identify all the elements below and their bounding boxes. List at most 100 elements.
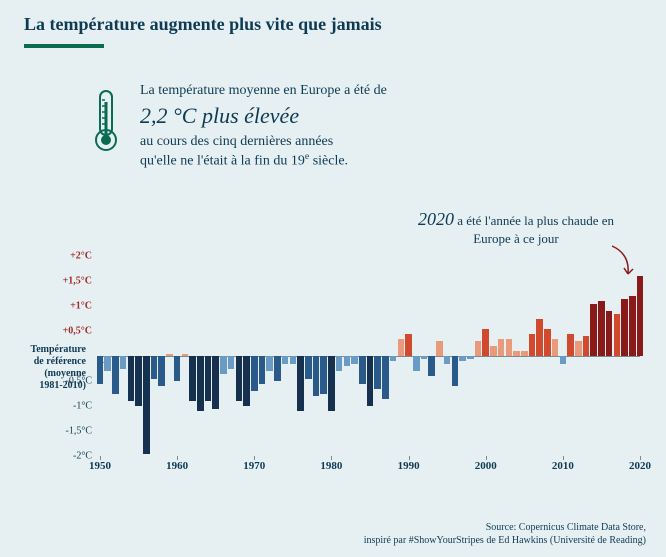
temperature-bar [351, 356, 357, 364]
temperature-bar [359, 356, 365, 384]
y-tick-label: +1,5°C [32, 276, 92, 287]
temperature-bar [251, 356, 257, 391]
temperature-bar-chart: Température de référence (moyenne 1981-2… [100, 256, 640, 476]
temperature-bar [390, 356, 396, 361]
title-underline [24, 44, 104, 48]
temperature-bar [259, 356, 265, 384]
temperature-bar [521, 351, 527, 356]
temperature-bar [112, 356, 118, 394]
infographic-page: La température augmente plus vite que ja… [0, 0, 666, 557]
x-tick-label: 1970 [243, 460, 265, 472]
y-tick-label: -1,5°C [32, 426, 92, 437]
temperature-bar [367, 356, 373, 406]
thermometer-icon [90, 88, 122, 159]
temperature-bar [513, 351, 519, 356]
temperature-bar [305, 356, 311, 379]
temperature-bar [529, 334, 535, 357]
y-tick-label: -0,5°C [32, 376, 92, 387]
temperature-bar [382, 356, 388, 399]
temperature-bar [174, 356, 180, 381]
temperature-bar [143, 356, 149, 454]
temperature-bar [104, 356, 110, 371]
intro-line2a: au cours des cinq dernières années [140, 133, 560, 151]
intro-text: La température moyenne en Europe a été d… [140, 82, 560, 171]
temperature-bar [266, 356, 272, 371]
temperature-bar [282, 356, 288, 364]
temperature-bar [490, 346, 496, 356]
temperature-bar [320, 356, 326, 394]
temperature-bar [536, 319, 542, 357]
temperature-bar [421, 356, 427, 359]
page-title: La température augmente plus vite que ja… [24, 14, 382, 35]
temperature-bar [374, 356, 380, 389]
temperature-bar [274, 356, 280, 381]
y-tick-label: +2°C [32, 251, 92, 262]
annotation-year: 2020 [418, 209, 454, 229]
temperature-bar [544, 329, 550, 357]
temperature-bar [459, 356, 465, 361]
temperature-bar [151, 356, 157, 379]
temperature-bar [629, 296, 635, 356]
temperature-bar [158, 356, 164, 386]
temperature-bar [344, 356, 350, 366]
temperature-bar [444, 356, 450, 364]
temperature-bar [135, 356, 141, 406]
x-tick-label: 1960 [166, 460, 188, 472]
temperature-bar [297, 356, 303, 411]
temperature-bar [182, 354, 188, 357]
temperature-bar [197, 356, 203, 411]
temperature-bar [290, 356, 296, 364]
chart-annotation: 2020 a été l'année la plus chaude en Eur… [406, 208, 626, 247]
temperature-bar [243, 356, 249, 406]
temperature-bar [598, 301, 604, 356]
temperature-bar [328, 356, 334, 411]
temperature-bar [405, 334, 411, 357]
y-tick-label: +0,5°C [32, 326, 92, 337]
intro-line2b: qu'elle ne l'était à la fin du 19e siècl… [140, 151, 560, 171]
temperature-bar [590, 304, 596, 357]
temperature-bar [97, 356, 103, 384]
x-tick-label: 2000 [475, 460, 497, 472]
temperature-bar [228, 356, 234, 369]
temperature-bar [467, 356, 473, 359]
temperature-bar [506, 339, 512, 357]
temperature-bar [212, 356, 218, 409]
temperature-bar [398, 339, 404, 357]
temperature-bar [498, 339, 504, 357]
temperature-bar [621, 299, 627, 357]
y-tick-label: -2°C [32, 451, 92, 462]
x-tick-label: 1950 [89, 460, 111, 472]
x-tick-label: 1980 [320, 460, 342, 472]
temperature-bar [575, 341, 581, 356]
temperature-bar [336, 356, 342, 371]
temperature-bar [166, 354, 172, 357]
temperature-bar [220, 356, 226, 374]
temperature-bar [413, 356, 419, 371]
y-tick-label: -1°C [32, 401, 92, 412]
temperature-bar [205, 356, 211, 401]
x-tick-label: 2010 [552, 460, 574, 472]
temperature-bar [128, 356, 134, 401]
y-tick-label: +1°C [32, 301, 92, 312]
temperature-bar [313, 356, 319, 396]
temperature-bar [189, 356, 195, 401]
temperature-bar [606, 311, 612, 356]
temperature-bar [436, 341, 442, 356]
temperature-bar [583, 336, 589, 356]
source-credit: Source: Copernicus Climate Data Store, i… [364, 521, 646, 547]
temperature-bar [120, 356, 126, 369]
temperature-bar [560, 356, 566, 364]
x-tick-label: 1990 [398, 460, 420, 472]
temperature-bar [614, 314, 620, 357]
temperature-bar [482, 329, 488, 357]
x-tick-label: 2020 [629, 460, 651, 472]
temperature-bar [452, 356, 458, 386]
temperature-bar [637, 276, 643, 356]
annotation-text: a été l'année la plus chaude en Europe à… [454, 213, 614, 246]
temperature-bar [236, 356, 242, 401]
temperature-bar [567, 334, 573, 357]
temperature-bar [475, 341, 481, 356]
intro-highlight: 2,2 °C plus élevée [140, 102, 299, 131]
temperature-bar [428, 356, 434, 376]
temperature-bar [552, 339, 558, 357]
